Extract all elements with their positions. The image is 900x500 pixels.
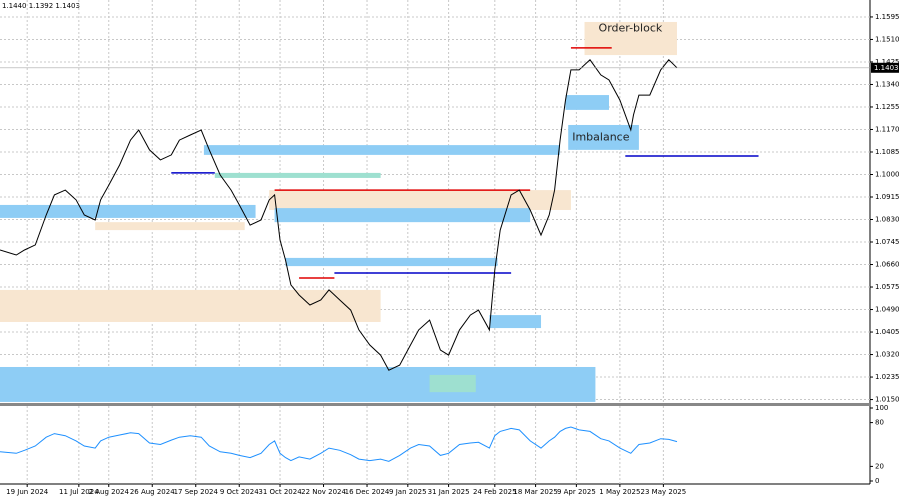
x-tick-label: 31 Oct 2024 bbox=[258, 488, 302, 496]
x-tick-label: 24 Feb 2025 bbox=[473, 488, 517, 496]
zone bbox=[274, 208, 531, 223]
zone-label: Imbalance bbox=[572, 130, 629, 143]
x-tick-label: 11 Jul 2024 bbox=[59, 488, 99, 496]
price-header: 1.1440 1.1392 1.1403 bbox=[2, 2, 80, 10]
y-tick-label: 1.0490 bbox=[875, 306, 900, 314]
last-price-box bbox=[871, 62, 899, 73]
y-tick-label: 1.0745 bbox=[875, 238, 900, 246]
zone bbox=[568, 124, 639, 150]
zone-label: Order-block bbox=[599, 22, 663, 35]
y-tick-label: 20 bbox=[875, 462, 884, 470]
x-tick-label: 31 Jan 2025 bbox=[428, 488, 470, 496]
panel-separator bbox=[0, 403, 870, 406]
series-line bbox=[0, 59, 678, 371]
zone bbox=[0, 366, 596, 402]
zone bbox=[0, 289, 381, 322]
y-tick-label: 1.1255 bbox=[875, 103, 900, 111]
x-tick-label: 1 May 2025 bbox=[599, 488, 640, 496]
y-tick-label: 1.1340 bbox=[875, 80, 900, 88]
y-tick-label: 1.0405 bbox=[875, 328, 900, 336]
series-line bbox=[0, 426, 678, 462]
x-tick-label: 19 Jun 2024 bbox=[6, 488, 49, 496]
x-tick-label: 9 Apr 2025 bbox=[557, 488, 596, 496]
zone bbox=[489, 315, 542, 329]
x-tick-label: 9 Jan 2025 bbox=[389, 488, 427, 496]
zone bbox=[95, 222, 245, 231]
x-tick-label: 18 Mar 2025 bbox=[513, 488, 557, 496]
zone bbox=[565, 95, 609, 110]
y-tick-label: 1.0660 bbox=[875, 261, 900, 269]
y-tick-label: 1.0235 bbox=[875, 373, 900, 381]
x-tick-label: 9 Oct 2024 bbox=[220, 488, 259, 496]
zone bbox=[269, 190, 571, 210]
x-tick-label: 23 May 2025 bbox=[641, 488, 687, 496]
y-tick-label: 1.1085 bbox=[875, 148, 900, 156]
y-tick-label: 1.0150 bbox=[875, 396, 900, 404]
x-tick-label: 16 Dec 2024 bbox=[345, 488, 390, 496]
y-tick-label: 80 bbox=[875, 419, 884, 427]
y-tick-label: 1.0575 bbox=[875, 283, 900, 291]
y-tick-label: 1.1000 bbox=[875, 170, 900, 178]
zone bbox=[285, 257, 498, 267]
y-tick-label: 1.1425 bbox=[875, 58, 900, 66]
y-tick-label: 1.1170 bbox=[875, 125, 900, 133]
y-tick-label: 1.1510 bbox=[875, 35, 900, 43]
zone bbox=[584, 21, 677, 56]
zone bbox=[214, 172, 381, 178]
y-tick-label: 1.1595 bbox=[875, 13, 900, 21]
zone bbox=[0, 204, 256, 218]
zone bbox=[429, 374, 476, 393]
x-tick-label: 17 Sep 2024 bbox=[174, 488, 219, 496]
y-tick-label: 0 bbox=[875, 477, 879, 485]
last-price-label: 1.1403 bbox=[874, 64, 899, 72]
x-tick-label: 2 Aug 2024 bbox=[89, 488, 130, 496]
y-tick-label: 1.0320 bbox=[875, 351, 900, 359]
x-tick-label: 26 Aug 2024 bbox=[130, 488, 175, 496]
y-tick-label: 1.0830 bbox=[875, 216, 900, 224]
y-tick-label: 1.0915 bbox=[875, 193, 900, 201]
x-tick-label: 22 Nov 2024 bbox=[301, 488, 346, 496]
zone bbox=[203, 145, 561, 155]
y-tick-label: 100 bbox=[875, 404, 888, 412]
